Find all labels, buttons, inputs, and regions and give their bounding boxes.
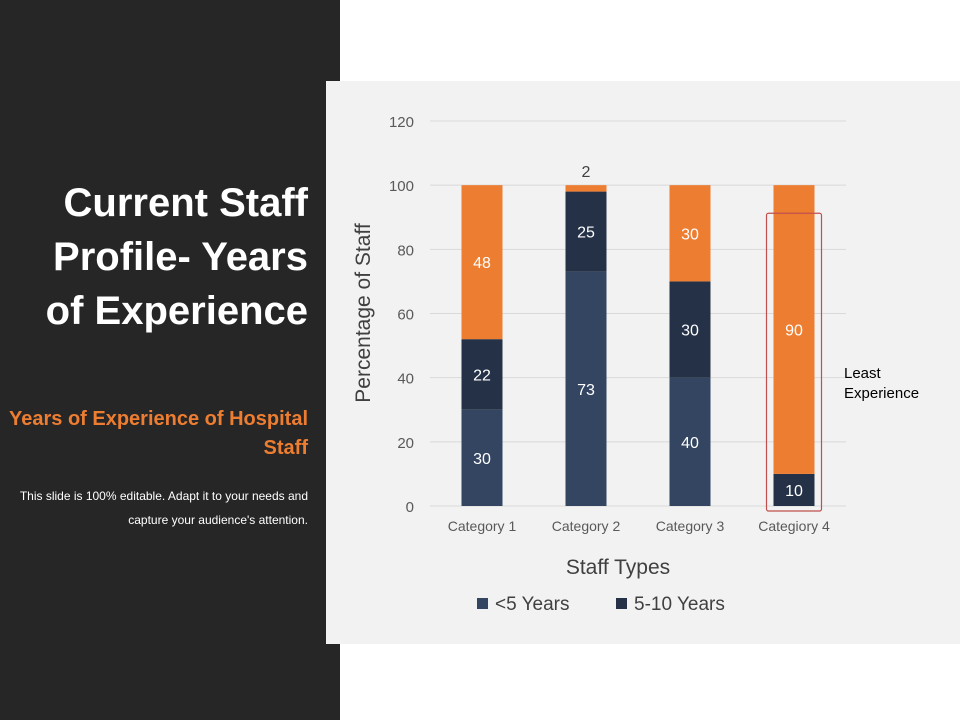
x-tick-label: Categiory 4 — [758, 518, 830, 534]
legend-label: 5-10 Years — [634, 594, 725, 615]
annotation-label-line2: Experience — [844, 385, 919, 402]
data-label: 30 — [473, 451, 491, 468]
bar-segment — [565, 185, 607, 192]
x-tick-label: Category 2 — [552, 518, 621, 534]
data-label: 22 — [473, 367, 491, 384]
legend-swatch — [477, 598, 488, 609]
x-tick-label: Category 1 — [448, 518, 517, 534]
chart-panel: 0 20 40 60 80 100 120 30 22 48 73 25 2 40 30 30 10 90 Cate… — [326, 81, 960, 644]
y-tick-label: 40 — [397, 371, 414, 388]
sidebar: Current Staff Profile- Years of Experien… — [0, 0, 340, 720]
y-tick-label: 20 — [397, 435, 414, 452]
data-label: 90 — [785, 323, 803, 340]
highlight-box — [765, 212, 823, 512]
bar-segment — [669, 281, 711, 378]
bar-segment — [773, 473, 815, 506]
y-tick-label: 60 — [397, 307, 414, 324]
x-tick-label: Category 3 — [656, 518, 725, 534]
bar-segment — [565, 271, 607, 506]
slide-description: This slide is 100% editable. Adapt it to… — [19, 489, 308, 527]
x-axis-title: Staff Types — [566, 556, 670, 579]
y-axis-title: Percentage of Staff — [352, 223, 375, 403]
legend-label: <5 Years — [495, 594, 570, 615]
bar-segment — [461, 185, 503, 340]
data-label: 30 — [681, 323, 699, 340]
bar-segment — [669, 377, 711, 506]
y-tick-label: 120 — [389, 114, 414, 131]
stacked-bar-chart: 0 20 40 60 80 100 120 30 22 48 73 25 2 40 30 30 10 90 Cate… — [352, 114, 919, 615]
bar-segment — [773, 185, 815, 474]
data-label: 40 — [681, 435, 699, 452]
y-tick-label: 0 — [406, 499, 414, 516]
annotation-label-line1: Least — [844, 365, 882, 382]
bar-segment — [461, 409, 503, 506]
slide-subtitle: Years of Experience of Hospital Staff — [9, 408, 308, 459]
bar-segment — [461, 339, 503, 410]
y-tick-label: 80 — [397, 242, 414, 259]
data-label: 48 — [473, 255, 491, 272]
bar-segment — [565, 191, 607, 272]
data-label: 73 — [577, 382, 595, 399]
y-tick-label: 100 — [389, 178, 414, 195]
slide-title: Current Staff Profile- Years of Experien… — [45, 181, 308, 333]
data-label: 25 — [577, 225, 595, 242]
legend-swatch — [616, 598, 627, 609]
data-label: 10 — [785, 483, 803, 500]
bar-segment — [669, 185, 711, 282]
data-label: 2 — [582, 164, 591, 181]
data-label: 30 — [681, 226, 699, 243]
